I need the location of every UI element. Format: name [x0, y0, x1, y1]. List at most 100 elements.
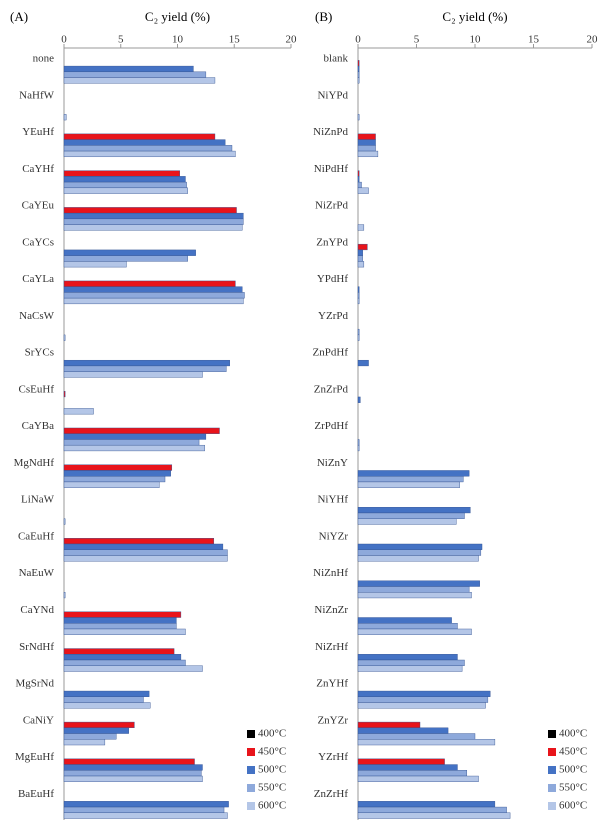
y-tick-label: NiPdHf: [314, 163, 349, 175]
y-tick-label: NaHfW: [19, 89, 54, 101]
bar: [357, 690, 491, 697]
bar: [357, 150, 379, 158]
bar: [63, 806, 225, 813]
bar: [63, 139, 226, 146]
x-tick-label: 5: [414, 34, 420, 46]
y-tick-label: ZnZrHf: [314, 788, 349, 800]
bar: [63, 538, 215, 545]
bar: [63, 739, 106, 746]
legend-label: 550°C: [258, 782, 286, 794]
bar: [63, 292, 245, 299]
y-tick-label: CaYCs: [22, 236, 54, 248]
legend-swatch: [548, 766, 556, 774]
bar: [63, 77, 216, 84]
bar: [357, 476, 464, 483]
bar: [63, 654, 182, 661]
bar: [357, 359, 369, 367]
bar: [357, 721, 421, 729]
bar: [63, 549, 228, 556]
x-tick-label: 10: [172, 34, 184, 46]
bar: [357, 665, 463, 672]
bar: [63, 721, 135, 729]
legend-swatch: [548, 748, 556, 756]
bar: [357, 481, 460, 488]
panel-label: (A): [10, 9, 28, 24]
bar: [63, 391, 66, 398]
bar: [63, 702, 151, 709]
bar: [357, 543, 483, 550]
bar: [357, 133, 376, 140]
bar: [357, 617, 452, 624]
bar: [357, 328, 360, 336]
y-tick-label: ZnYPd: [316, 236, 348, 248]
y-tick-label: NiYZr: [319, 530, 349, 542]
y-tick-label: ZnZrPd: [314, 383, 349, 395]
y-tick-label: MgSrNd: [15, 678, 54, 690]
y-tick-label: SrNdHf: [19, 641, 54, 653]
legend-swatch: [247, 784, 255, 792]
bar: [63, 261, 127, 268]
bar: [63, 170, 180, 177]
bar: [63, 427, 220, 434]
bar: [357, 71, 360, 78]
bar: [357, 176, 360, 183]
legend-swatch: [247, 766, 255, 774]
bar: [63, 187, 188, 194]
bar: [63, 758, 195, 765]
x-tick-label: 20: [286, 34, 298, 46]
bar: [63, 297, 244, 305]
bar: [357, 806, 507, 813]
bar: [63, 255, 188, 262]
bar: [357, 181, 362, 189]
legend-label: 400°C: [559, 728, 587, 740]
legend-label: 450°C: [559, 746, 587, 758]
bar: [63, 764, 203, 771]
bar: [357, 555, 479, 562]
legend-label: 500°C: [559, 764, 587, 776]
legend-label: 450°C: [258, 746, 286, 758]
bar: [63, 665, 203, 672]
x-tick-label: 15: [528, 34, 540, 46]
bar: [63, 518, 66, 525]
y-tick-label: SrYCs: [25, 347, 54, 359]
y-tick-label: NiZnZr: [314, 604, 348, 616]
y-tick-label: ZnYZr: [317, 714, 348, 726]
bar: [357, 654, 458, 661]
y-tick-label: YZrHf: [318, 751, 348, 763]
bar: [357, 243, 368, 251]
y-tick-label: NiZrPd: [315, 200, 349, 212]
y-tick-label: ZrPdHf: [314, 420, 348, 432]
legend-label: 550°C: [559, 782, 587, 794]
bar: [63, 176, 186, 183]
bar: [63, 65, 194, 73]
bar: [63, 334, 66, 341]
panel-label: (B): [315, 9, 332, 24]
bar: [63, 433, 207, 440]
bar: [357, 444, 360, 452]
bar: [63, 439, 200, 446]
y-tick-label: CaYHf: [22, 163, 54, 175]
y-tick-label: CaYLa: [22, 273, 54, 285]
y-tick-label: CaEuHf: [18, 530, 54, 542]
x-tick-label: 5: [118, 34, 124, 46]
bar: [357, 261, 365, 268]
bar: [63, 365, 227, 372]
bar: [357, 580, 480, 587]
legend-label: 600°C: [258, 800, 286, 812]
bar: [63, 801, 229, 808]
y-tick-label: NiZnHf: [313, 567, 348, 579]
bar: [63, 133, 216, 140]
bar: [63, 286, 243, 293]
x-axis-label: C₂ yield (%): [442, 9, 507, 24]
bar: [63, 690, 150, 697]
bar: [357, 255, 363, 262]
y-tick-label: BaEuHf: [18, 788, 54, 800]
bar: [357, 65, 360, 73]
bar: [357, 297, 360, 305]
bar: [357, 628, 472, 635]
legend-swatch: [247, 748, 255, 756]
bar: [63, 555, 228, 562]
y-tick-label: CsEuHf: [19, 383, 55, 395]
y-tick-label: NaCsW: [19, 310, 54, 322]
y-tick-label: NiZrHf: [315, 641, 348, 653]
